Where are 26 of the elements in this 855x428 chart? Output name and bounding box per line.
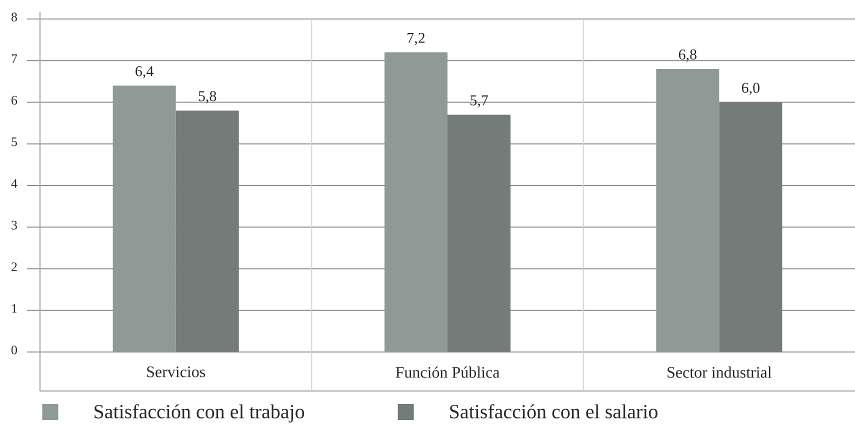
legend-label: Satisfacción con el salario [450,404,658,418]
bar [384,52,448,352]
bar [656,68,720,352]
data-label: 6,8 [678,49,696,62]
bar [719,102,782,352]
x-tick-label: Función Pública [396,366,500,378]
y-tick-label: 0 [11,346,17,354]
y-tick-label: 5 [12,138,17,146]
data-label: 5,8 [198,91,216,104]
data-label: 6,4 [136,66,154,78]
bar [112,86,176,352]
y-tick-label: 7 [12,54,18,63]
y-tick-label: 2 [12,262,17,272]
y-tick-label: 4 [11,179,18,188]
bar [176,110,239,352]
x-tick-label: Sector industrial [668,366,772,378]
y-tick-label: 1 [12,304,17,313]
y-tick-label: 6 [12,96,18,105]
x-tick-label: Servicios [147,366,206,378]
data-label: 5,7 [470,95,488,108]
legend-label: Satisfacción con el trabajo [94,404,304,422]
data-label: 7,2 [408,32,425,46]
bar [448,114,511,352]
y-tick-label: 3 [12,220,17,230]
data-label: 6,0 [742,82,760,96]
y-tick-label: 8 [11,12,17,22]
